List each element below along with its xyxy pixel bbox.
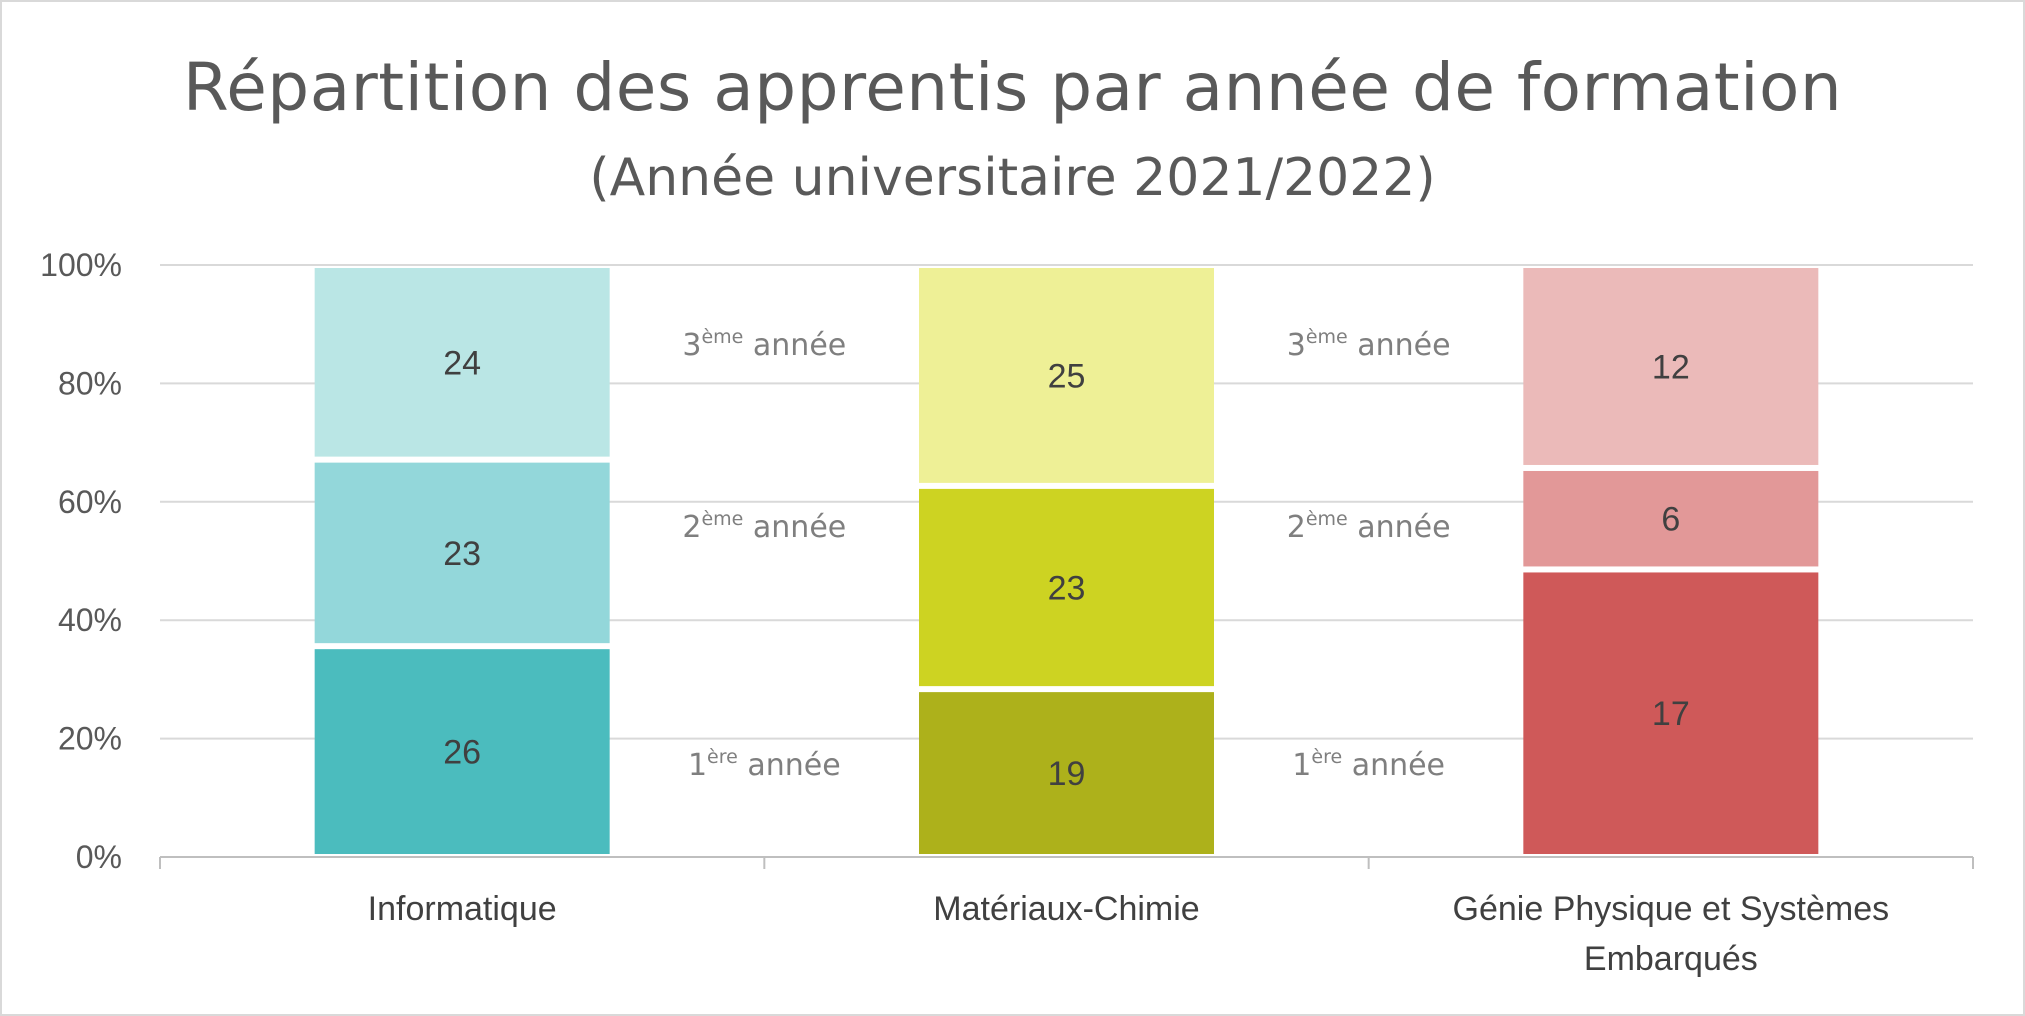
data-label: 23	[443, 535, 481, 573]
series-label: 1ère année	[1292, 746, 1445, 783]
data-label: 23	[1048, 570, 1086, 608]
y-tick-label: 20%	[58, 721, 122, 757]
title-block: Répartition des apprentis par année de f…	[0, 38, 2025, 218]
bar-segment	[919, 488, 1214, 687]
bar-segment	[314, 462, 610, 644]
y-tick-label: 60%	[58, 484, 122, 520]
chart-subtitle: (Année universitaire 2021/2022)	[589, 148, 1436, 208]
series-label: 1ère année	[688, 746, 841, 783]
bar-segment	[919, 268, 1214, 483]
y-tick-label: 40%	[58, 602, 122, 638]
bar-segment	[919, 692, 1214, 854]
bar-segment	[314, 649, 610, 854]
bar-segment	[314, 268, 610, 457]
data-label: 26	[443, 734, 481, 772]
data-label: 24	[443, 344, 481, 382]
series-label: 2ème année	[1287, 508, 1451, 545]
data-label: 6	[1661, 501, 1680, 539]
y-tick-label: 100%	[40, 247, 122, 283]
bar-segment	[1523, 572, 1819, 854]
category-label: Embarqués	[1584, 940, 1758, 978]
data-label: 19	[1048, 755, 1086, 793]
bar-segment	[1523, 470, 1819, 567]
y-tick-label: 0%	[76, 839, 122, 875]
series-label: 3ème année	[682, 326, 846, 363]
chart-title: Répartition des apprentis par année de f…	[182, 49, 1843, 126]
category-label: Informatique	[368, 890, 557, 928]
series-label: 3ème année	[1287, 326, 1451, 363]
data-label: 12	[1652, 348, 1690, 386]
data-label: 25	[1048, 357, 1086, 395]
category-label: Matériaux-Chimie	[933, 890, 1199, 928]
category-label: Génie Physique et Systèmes	[1453, 890, 1890, 928]
y-tick-label: 80%	[58, 365, 122, 401]
data-label: 17	[1652, 695, 1690, 733]
series-label: 2ème année	[682, 508, 846, 545]
bar-segment	[1523, 268, 1819, 465]
